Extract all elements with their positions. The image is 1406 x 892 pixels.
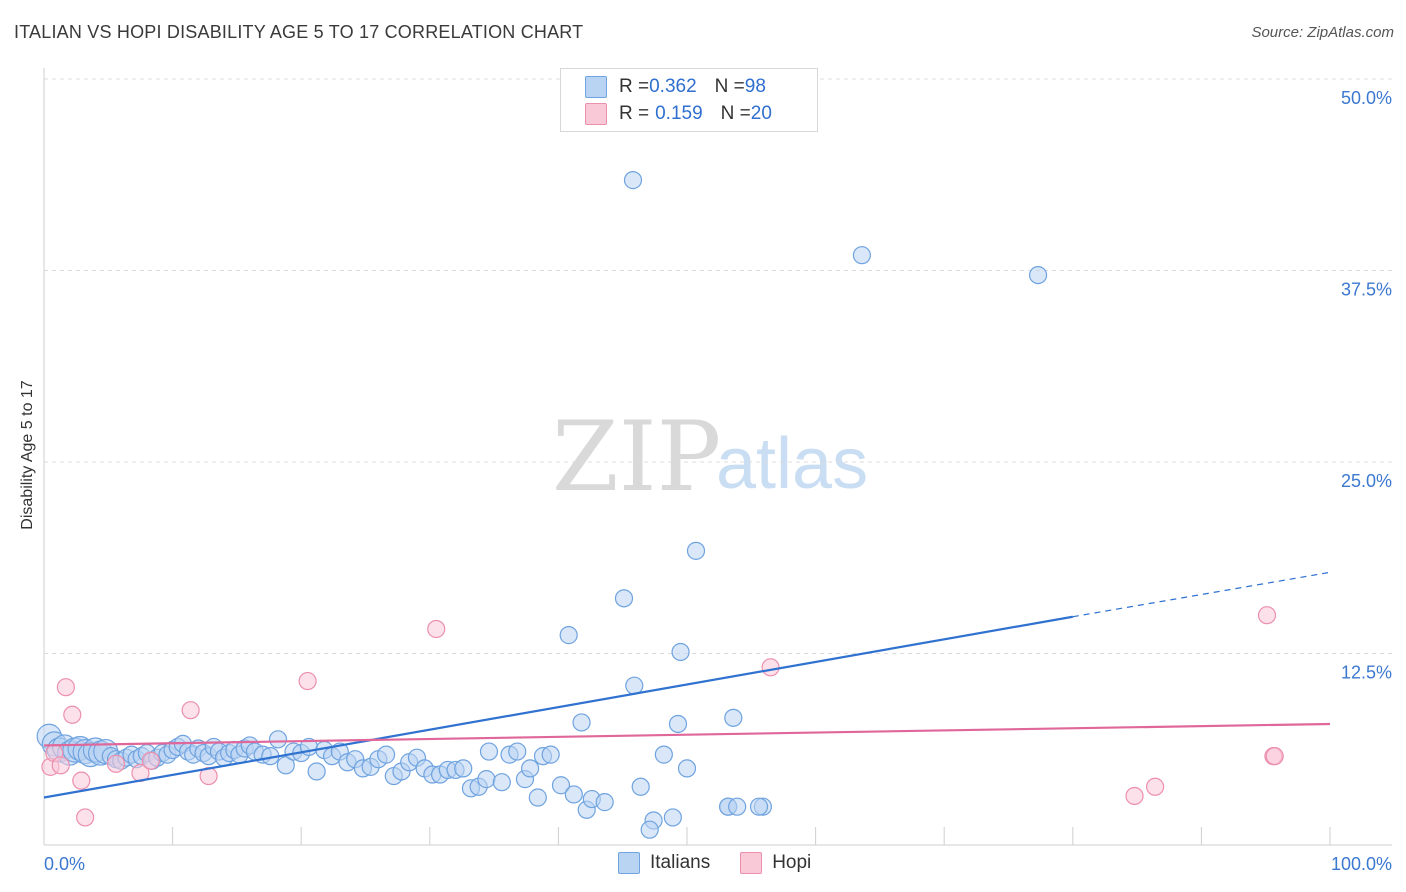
italians-point bbox=[677, 759, 697, 778]
correlation-legend: R = 0.362 N = 98 R = 0.159 N = 20 bbox=[560, 68, 818, 132]
italians-point bbox=[728, 797, 747, 816]
italians-point bbox=[376, 745, 396, 764]
italians-point bbox=[559, 626, 578, 645]
watermark-zip: ZIP bbox=[552, 401, 721, 513]
italians-point bbox=[479, 742, 499, 761]
x-tick-label: 0.0% bbox=[44, 854, 85, 874]
italians-point bbox=[625, 676, 644, 695]
italians-point bbox=[595, 793, 614, 812]
hopi-point bbox=[1265, 747, 1284, 766]
gridlines bbox=[44, 78, 1392, 654]
chart-title: ITALIAN VS HOPI DISABILITY AGE 5 TO 17 C… bbox=[14, 22, 584, 42]
italians-point bbox=[564, 785, 583, 804]
italians-point bbox=[631, 777, 650, 796]
italians-point bbox=[454, 759, 473, 778]
legend-item-hopi[interactable]: Hopi bbox=[740, 852, 811, 874]
italians-point bbox=[668, 714, 688, 734]
source-label: Source: ZipAtlas.com bbox=[1251, 24, 1394, 41]
italians-point bbox=[640, 820, 659, 839]
n-value: 98 bbox=[744, 76, 766, 97]
italians-point bbox=[663, 808, 682, 827]
italians-point bbox=[307, 762, 326, 781]
italians-point bbox=[492, 773, 511, 792]
n-label: N = bbox=[714, 76, 745, 97]
y-tick-label: 25.0% bbox=[1341, 471, 1392, 491]
legend-label-italians: Italians bbox=[650, 852, 711, 873]
r-label: R = bbox=[619, 103, 650, 124]
italians-point bbox=[686, 541, 706, 560]
legend-row-italians: R = 0.362 N = 98 bbox=[585, 74, 766, 100]
y-tick-label: 37.5% bbox=[1341, 280, 1392, 300]
italians-point bbox=[541, 745, 560, 764]
x-tick-label: 100.0% bbox=[1331, 854, 1392, 874]
italians-point bbox=[477, 770, 496, 789]
hopi-point bbox=[427, 619, 446, 639]
hopi-point bbox=[761, 658, 780, 677]
hopi-point bbox=[63, 705, 82, 724]
italians-point bbox=[852, 246, 871, 265]
watermark: ZIP atlas bbox=[552, 401, 868, 513]
hopi-point bbox=[56, 678, 75, 697]
italians-point bbox=[614, 589, 634, 608]
hopi-point bbox=[1125, 786, 1144, 806]
r-value: 0.159 bbox=[655, 103, 703, 124]
hopi-point bbox=[51, 756, 70, 775]
hopi-point bbox=[72, 771, 91, 790]
hopi-swatch bbox=[740, 852, 763, 874]
italians-point bbox=[671, 642, 690, 662]
hopi-point bbox=[298, 671, 317, 691]
hopi-swatch bbox=[585, 103, 607, 125]
hopi-point bbox=[181, 701, 200, 720]
r-value: 0.362 bbox=[649, 76, 697, 97]
n-value: 20 bbox=[750, 103, 772, 124]
italians-point bbox=[268, 730, 288, 749]
italians-swatch bbox=[618, 852, 640, 874]
legend-label-hopi: Hopi bbox=[772, 852, 812, 873]
italians-point bbox=[572, 713, 591, 732]
tick-labels: 12.5% 25.0% 37.5% 50.0% 0.0% 100.0% bbox=[44, 88, 1392, 874]
trend-lines bbox=[43, 571, 1331, 799]
italians-point bbox=[276, 756, 295, 775]
italians-trend-line bbox=[43, 615, 1073, 799]
y-tick-label: 12.5% bbox=[1341, 663, 1392, 683]
n-label: N = bbox=[720, 103, 751, 124]
italians-point bbox=[551, 776, 571, 795]
hopi-point bbox=[1257, 606, 1277, 625]
italians-point bbox=[724, 708, 743, 727]
legend-row-hopi: R = 0.159 N = 20 bbox=[585, 101, 772, 127]
hopi-point bbox=[76, 808, 95, 827]
hopi-point bbox=[1146, 777, 1165, 796]
hopi-point bbox=[106, 754, 126, 773]
italians-point bbox=[528, 788, 547, 807]
italians-point bbox=[749, 797, 769, 816]
r-label: R = bbox=[619, 76, 650, 97]
italians-point bbox=[654, 745, 673, 764]
italians-point bbox=[1028, 265, 1048, 285]
italians-swatch bbox=[585, 76, 607, 98]
italians-point bbox=[508, 742, 527, 761]
hopi-point bbox=[141, 751, 160, 770]
watermark-atlas: atlas bbox=[716, 424, 868, 504]
legend-item-italians[interactable]: Italians bbox=[618, 852, 710, 874]
axes bbox=[43, 68, 1392, 846]
y-tick-label: 50.0% bbox=[1341, 88, 1392, 108]
series-legend: Italians Hopi bbox=[618, 852, 841, 874]
italians-trend-extension bbox=[1072, 571, 1331, 618]
italians-point bbox=[623, 171, 643, 190]
italians-point bbox=[521, 759, 540, 778]
hopi-trend-line bbox=[43, 722, 1331, 747]
